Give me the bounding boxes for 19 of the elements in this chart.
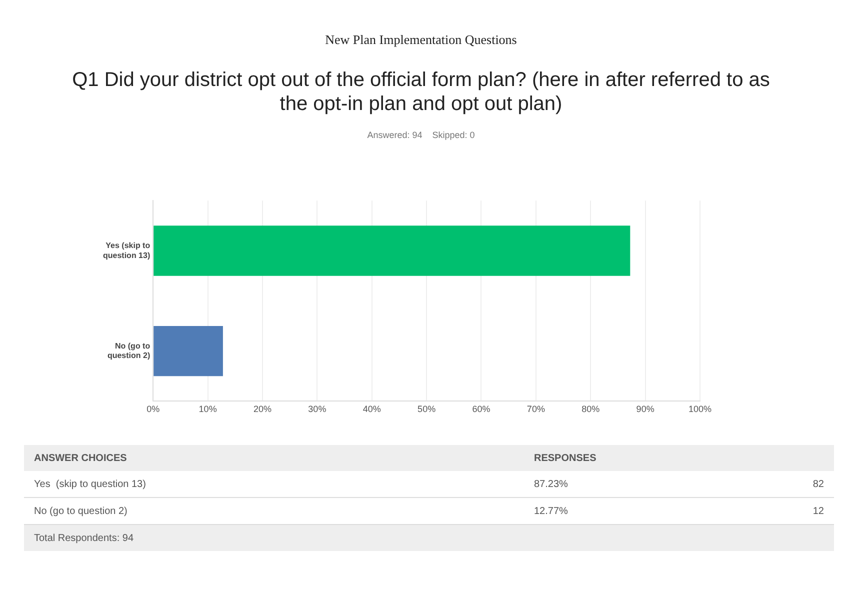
text: 82 [812,478,825,492]
text: 87.23% [533,478,569,492]
x-tick-label: 20% [253,404,272,414]
x-tick-label: 30% [308,404,326,414]
x-tick-label: 60% [472,404,490,414]
x-tick-label: 100% [688,404,712,414]
x-tick-label: 70% [526,404,545,414]
text: No (go to question 2) [33,504,128,518]
x-tick-label: 80% [582,404,600,414]
x-tick-label: 0% [146,404,160,414]
chart-subtitle: Answered: 94 Skipped: 0 [366,130,476,140]
text: 12.77% [533,504,569,518]
x-tick-label: 90% [636,404,654,414]
text: 12 [812,504,825,518]
chart-title: Q1 Did your district opt out of the official form plan? (here in after referred to as the opt-in plan and opt out plan) [71,68,771,116]
x-tick-label: 40% [362,404,381,414]
text: New Plan Implementation Questions [324,32,518,48]
x-tick-label: 50% [418,404,436,414]
x-tick-label: 10% [198,404,217,414]
